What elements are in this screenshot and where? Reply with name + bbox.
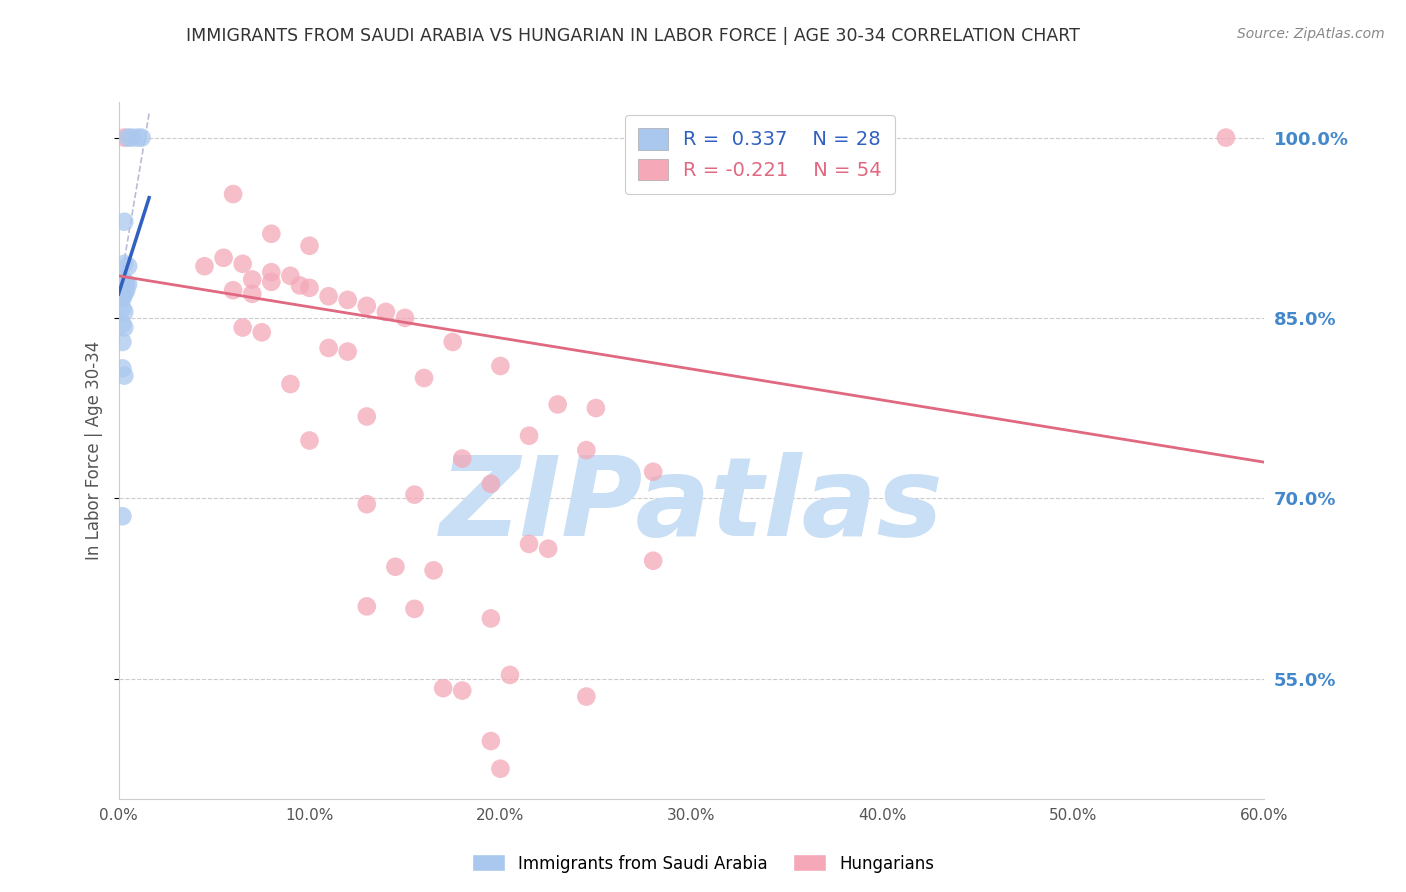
Point [384, 559, 406, 574]
Point [298, 281, 321, 295]
Point [479, 734, 502, 748]
Point [432, 681, 454, 695]
Point [318, 341, 340, 355]
Point [111, 289, 134, 303]
Point [441, 334, 464, 349]
Point [479, 476, 502, 491]
Point [336, 293, 359, 307]
Point [451, 451, 474, 466]
Y-axis label: In Labor Force | Age 30-34: In Labor Force | Age 30-34 [86, 341, 103, 560]
Point [232, 257, 254, 271]
Point [112, 320, 135, 334]
Point [356, 599, 378, 614]
Point [260, 265, 283, 279]
Point [643, 465, 665, 479]
Point [404, 488, 426, 502]
Point [260, 227, 283, 241]
Point [111, 279, 134, 293]
Point [298, 239, 321, 253]
Point [112, 281, 135, 295]
Point [193, 259, 215, 273]
Point [260, 275, 283, 289]
Point [356, 409, 378, 424]
Point [111, 334, 134, 349]
Point [111, 361, 134, 376]
Point [288, 278, 311, 293]
Point [112, 286, 135, 301]
Point [489, 359, 512, 373]
Point [111, 301, 134, 316]
Point [1215, 130, 1237, 145]
Point [222, 187, 245, 202]
Point [280, 268, 302, 283]
Point [111, 292, 134, 306]
Point [374, 305, 396, 319]
Text: IMMIGRANTS FROM SAUDI ARABIA VS HUNGARIAN IN LABOR FORCE | AGE 30-34 CORRELATION: IMMIGRANTS FROM SAUDI ARABIA VS HUNGARIA… [186, 27, 1080, 45]
Point [112, 215, 135, 229]
Point [115, 283, 138, 297]
Point [112, 368, 135, 383]
Point [404, 602, 426, 616]
Point [112, 257, 135, 271]
Point [575, 443, 598, 458]
Point [489, 762, 512, 776]
Point [232, 320, 254, 334]
Point [240, 286, 263, 301]
Point [131, 130, 153, 145]
Point [280, 377, 302, 392]
Point [318, 289, 340, 303]
Point [111, 317, 134, 331]
Point [112, 275, 135, 289]
Legend: Immigrants from Saudi Arabia, Hungarians: Immigrants from Saudi Arabia, Hungarians [465, 847, 941, 880]
Point [356, 299, 378, 313]
Text: ZIPatlas: ZIPatlas [440, 452, 943, 559]
Legend: R =  0.337    N = 28, R = -0.221    N = 54: R = 0.337 N = 28, R = -0.221 N = 54 [624, 115, 896, 194]
Point [117, 259, 139, 273]
Point [121, 130, 143, 145]
Point [451, 683, 474, 698]
Point [537, 541, 560, 556]
Text: Source: ZipAtlas.com: Source: ZipAtlas.com [1237, 27, 1385, 41]
Point [413, 371, 436, 385]
Point [394, 310, 416, 325]
Point [111, 272, 134, 286]
Point [212, 251, 235, 265]
Point [575, 690, 598, 704]
Point [479, 611, 502, 625]
Point [356, 497, 378, 511]
Point [117, 277, 139, 292]
Point [517, 428, 540, 442]
Point [298, 434, 321, 448]
Point [547, 397, 569, 411]
Point [422, 563, 444, 577]
Point [112, 282, 135, 296]
Point [117, 130, 139, 145]
Point [517, 537, 540, 551]
Point [112, 305, 135, 319]
Point [240, 272, 263, 286]
Point [585, 401, 607, 415]
Point [112, 285, 135, 300]
Point [115, 276, 138, 290]
Point [336, 344, 359, 359]
Point [222, 283, 245, 297]
Point [250, 326, 273, 340]
Point [643, 554, 665, 568]
Point [499, 668, 522, 682]
Point [127, 130, 149, 145]
Point [111, 509, 134, 524]
Point [112, 130, 135, 145]
Point [111, 285, 134, 299]
